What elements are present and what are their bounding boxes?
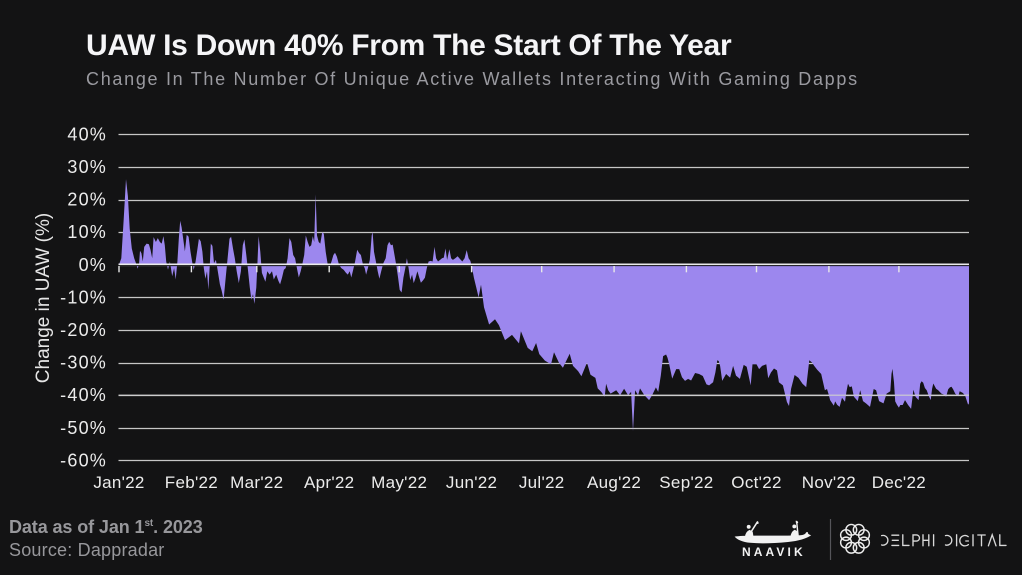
svg-text:Jul'22: Jul'22 — [519, 473, 565, 492]
svg-text:Apr'22: Apr'22 — [304, 473, 354, 492]
svg-text:May'22: May'22 — [371, 473, 427, 492]
svg-text:10%: 10% — [67, 222, 107, 242]
svg-text:Mar'22: Mar'22 — [230, 473, 283, 492]
svg-text:Jun'22: Jun'22 — [446, 473, 497, 492]
svg-text:-20%: -20% — [60, 320, 107, 340]
svg-text:Feb'22: Feb'22 — [165, 473, 218, 492]
svg-text:20%: 20% — [67, 190, 107, 210]
svg-text:-30%: -30% — [60, 353, 107, 373]
svg-text:Oct'22: Oct'22 — [731, 473, 781, 492]
svg-text:Aug'22: Aug'22 — [587, 473, 641, 492]
svg-text:-60%: -60% — [60, 450, 107, 470]
svg-text:-10%: -10% — [60, 287, 107, 307]
svg-text:Dec'22: Dec'22 — [872, 473, 926, 492]
svg-text:Nov'22: Nov'22 — [802, 473, 856, 492]
svg-text:-40%: -40% — [60, 385, 107, 405]
svg-text:Jan'22: Jan'22 — [93, 473, 144, 492]
svg-text:0%: 0% — [79, 255, 107, 275]
svg-text:-50%: -50% — [60, 418, 107, 438]
svg-text:Sep'22: Sep'22 — [659, 473, 713, 492]
svg-text:40%: 40% — [67, 124, 107, 144]
svg-text:30%: 30% — [67, 157, 107, 177]
